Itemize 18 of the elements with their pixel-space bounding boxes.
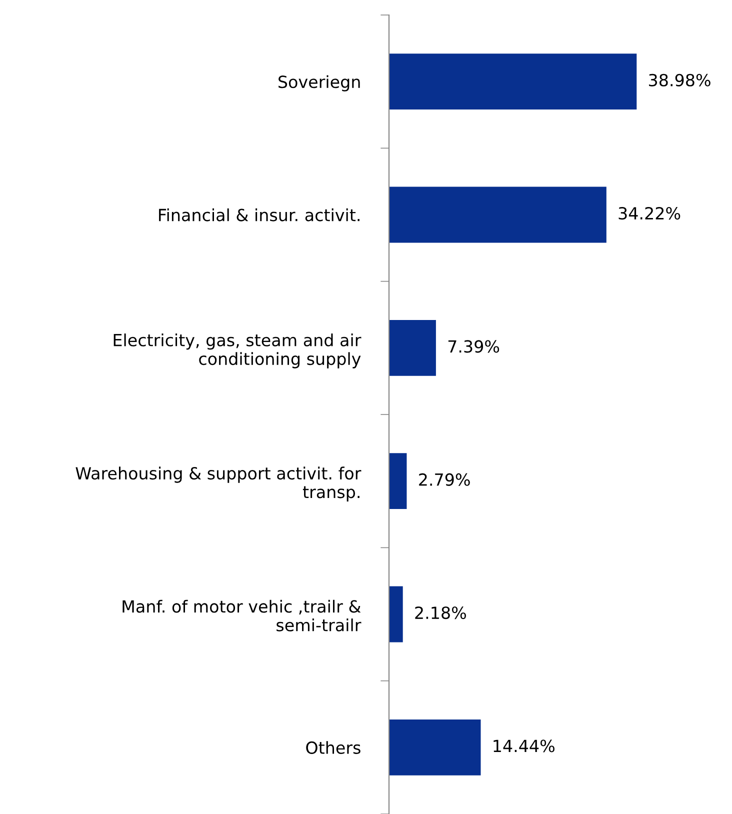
data-label: 38.98%	[649, 74, 710, 86]
data-label: 2.79%	[419, 473, 470, 486]
y-tick-label: Soveriegn	[278, 75, 360, 92]
data-label: 14.44%	[494, 740, 554, 752]
data-label: 2.18%	[415, 606, 466, 620]
y-tick-label: Financial & insur. activit.	[159, 208, 360, 222]
bar	[389, 186, 606, 243]
bar	[389, 453, 407, 510]
data-label: 7.39%	[448, 340, 500, 353]
y-tick-label: Warehousing & support activit. for transp.	[76, 466, 362, 502]
bar	[389, 54, 637, 110]
y-tick-label: Others	[306, 741, 360, 754]
bar	[389, 586, 403, 642]
data-label: 34.22%	[618, 206, 680, 220]
y-tick-label: Electricity, gas, steam and air conditioning supply	[114, 334, 362, 368]
bar	[389, 320, 436, 376]
bar	[389, 719, 481, 776]
y-tick-label: Manf. of motor vehic ,trailr & semi-trailr	[122, 600, 362, 632]
